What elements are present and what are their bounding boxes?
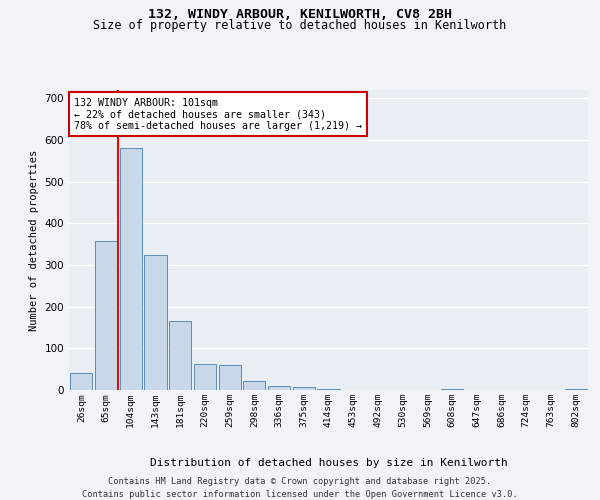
Text: 132, WINDY ARBOUR, KENILWORTH, CV8 2BH: 132, WINDY ARBOUR, KENILWORTH, CV8 2BH: [148, 8, 452, 20]
Text: Distribution of detached houses by size in Kenilworth: Distribution of detached houses by size …: [150, 458, 508, 468]
Bar: [317, 389, 340, 390]
Bar: [218, 365, 241, 390]
Bar: [70, 372, 92, 390]
Bar: [194, 364, 216, 390]
Bar: [565, 389, 587, 390]
Bar: [441, 389, 463, 390]
Bar: [119, 148, 142, 390]
Bar: [169, 322, 191, 390]
Text: Size of property relative to detached houses in Kenilworth: Size of property relative to detached ho…: [94, 18, 506, 32]
Bar: [293, 387, 315, 390]
Text: 132 WINDY ARBOUR: 101sqm
← 22% of detached houses are smaller (343)
78% of semi-: 132 WINDY ARBOUR: 101sqm ← 22% of detach…: [74, 98, 362, 130]
Bar: [145, 254, 167, 390]
Bar: [243, 381, 265, 390]
Bar: [95, 241, 117, 390]
Y-axis label: Number of detached properties: Number of detached properties: [29, 150, 39, 330]
Bar: [268, 386, 290, 390]
Text: Contains HM Land Registry data © Crown copyright and database right 2025.
Contai: Contains HM Land Registry data © Crown c…: [82, 478, 518, 499]
